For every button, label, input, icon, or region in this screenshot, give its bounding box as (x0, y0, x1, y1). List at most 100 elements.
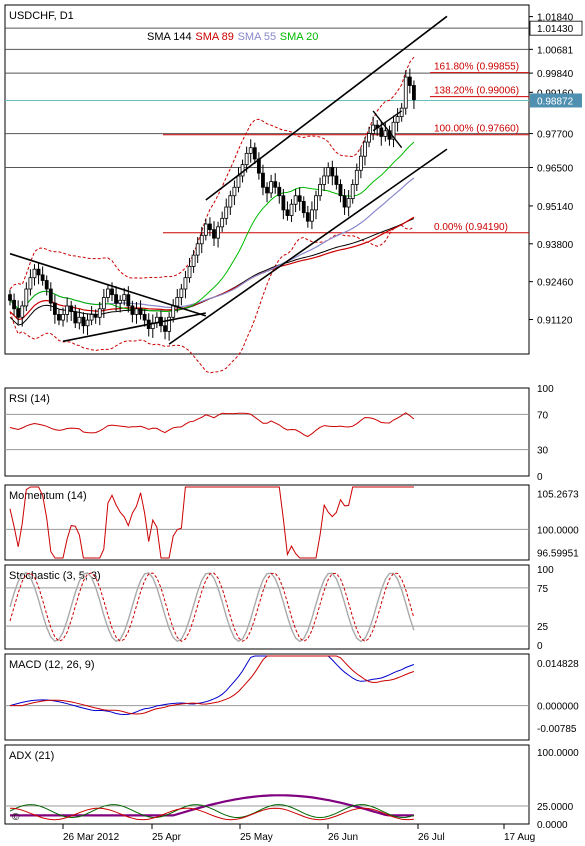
indicator-tick-label: -0.00785 (537, 724, 577, 735)
candle-body (232, 186, 237, 197)
candle-body (8, 294, 12, 301)
candle-body (32, 268, 37, 279)
legend-item: SMA 89 (195, 31, 234, 43)
indicator-tick-label: 100 (537, 384, 554, 395)
candle-body (289, 203, 294, 216)
indicator-tick-label: 100.0000 (537, 525, 579, 536)
indicator-line (9, 655, 415, 716)
indicator-tick-label: 0 (537, 641, 543, 652)
price-tick-label: 0.96500 (537, 163, 574, 174)
time-tick-label: 17 Aug (504, 832, 535, 843)
price-marker-box (529, 20, 583, 36)
fibonacci-levels: 161.80% (0.99855) 138.20% (0.99006) 100.00… (163, 62, 529, 234)
candle-body (57, 314, 61, 321)
time-axis: 26 Mar 2012 25 Apr 25 May 26 Jun 26 Jul 17 Au… (62, 824, 535, 843)
candle-body (110, 288, 114, 296)
price-tick-label: 0.99840 (537, 69, 574, 80)
fib-level-label: 0.00% (0.94190) (434, 222, 508, 233)
candle-body (175, 297, 180, 307)
price-tick-label: 0.95140 (537, 202, 574, 213)
candle-body (93, 314, 98, 318)
candle-body (342, 195, 347, 208)
fib-level-label: 100.00% (0.97660) (434, 124, 519, 135)
indicator-panel-frame (4, 387, 530, 477)
trend-line (9, 252, 207, 317)
time-tick-label: 26 Jul (418, 832, 445, 843)
indicator-tick-label: 0.014828 (537, 659, 579, 670)
candle-body (24, 288, 29, 307)
candle-body (224, 206, 229, 219)
indicator-legend: SMA 144 SMA 89 SMA 55 SMA 20 (147, 31, 318, 43)
candle-body (12, 299, 16, 310)
flag-line (372, 110, 403, 149)
candle-body (314, 195, 318, 211)
indicator-panel-frame (4, 744, 530, 825)
price-tick-label: 0.93800 (537, 240, 574, 251)
candle-body (395, 116, 400, 123)
candle-body (281, 195, 286, 211)
candle-body (236, 175, 241, 188)
candle-body (285, 209, 290, 216)
candle-body (310, 209, 314, 222)
copyright-mark: © (12, 812, 20, 823)
candle-body (363, 141, 367, 157)
candle-body (97, 308, 102, 318)
price-tick-label: 1.00681 (537, 45, 574, 56)
candle-body (134, 308, 139, 315)
indicator-line (9, 486, 414, 559)
price-marker-label: 1.01430 (537, 24, 574, 35)
candles (8, 68, 416, 341)
candle-body (167, 316, 172, 332)
candle-body (183, 277, 188, 290)
indicator-title: Stochastic (3, 5, 3) (9, 570, 101, 582)
candle-body (301, 201, 306, 214)
indicator-panel: RSI (14) 100 70 30 0 (4, 384, 554, 483)
candle-body (106, 288, 110, 298)
candle-body (350, 184, 355, 199)
moving-averages (9, 56, 415, 374)
candle-body (138, 308, 143, 315)
candle-body (81, 316, 86, 327)
indicator-tick-label: 0.000000 (537, 702, 579, 713)
candle-body (228, 195, 233, 208)
candle-body (118, 299, 123, 304)
candle-body (126, 294, 131, 307)
indicator-tick-label: 100 (537, 565, 554, 576)
candle-body (142, 314, 147, 321)
candle-body (89, 314, 94, 321)
candle-body (216, 226, 220, 239)
fib-level-label: 161.80% (0.99855) (434, 62, 519, 73)
price-tick-label: 0.91120 (537, 316, 573, 327)
candle-body (277, 186, 282, 197)
candle-body (334, 175, 339, 185)
indicator-panel-frame (4, 484, 530, 561)
candle-body (52, 302, 57, 315)
candle-body (252, 147, 257, 160)
candle-body (187, 265, 192, 279)
legend-item: SMA 20 (280, 31, 319, 43)
indicator-panels: RSI (14) 100 70 30 0 Momentum (14) 105.2673 100… (4, 384, 579, 831)
indicator-tick-label: 105.2673 (537, 489, 579, 500)
main-panel (4, 4, 530, 355)
indicator-tick-label: 100.0000 (537, 748, 579, 759)
candle-body (367, 133, 371, 143)
candle-body (16, 308, 21, 318)
candle-body (338, 184, 343, 197)
candle-body (322, 175, 327, 185)
candle-body (20, 305, 25, 318)
candle-body (114, 294, 118, 304)
candle-body (212, 229, 216, 239)
legend-item: SMA 55 (238, 31, 277, 43)
candle-body (248, 147, 253, 154)
price-tick-label: 0.97700 (537, 130, 574, 141)
candle-body (44, 280, 49, 290)
candle-body (195, 243, 200, 256)
indicator-line (9, 804, 415, 819)
candle-body (65, 305, 70, 315)
candle-body (293, 195, 298, 205)
candle-body (77, 316, 82, 324)
price-axis: 1.018401.006810.998400.991600.977000.965… (529, 13, 583, 327)
candle-body (163, 325, 167, 332)
candle-body (101, 297, 106, 310)
